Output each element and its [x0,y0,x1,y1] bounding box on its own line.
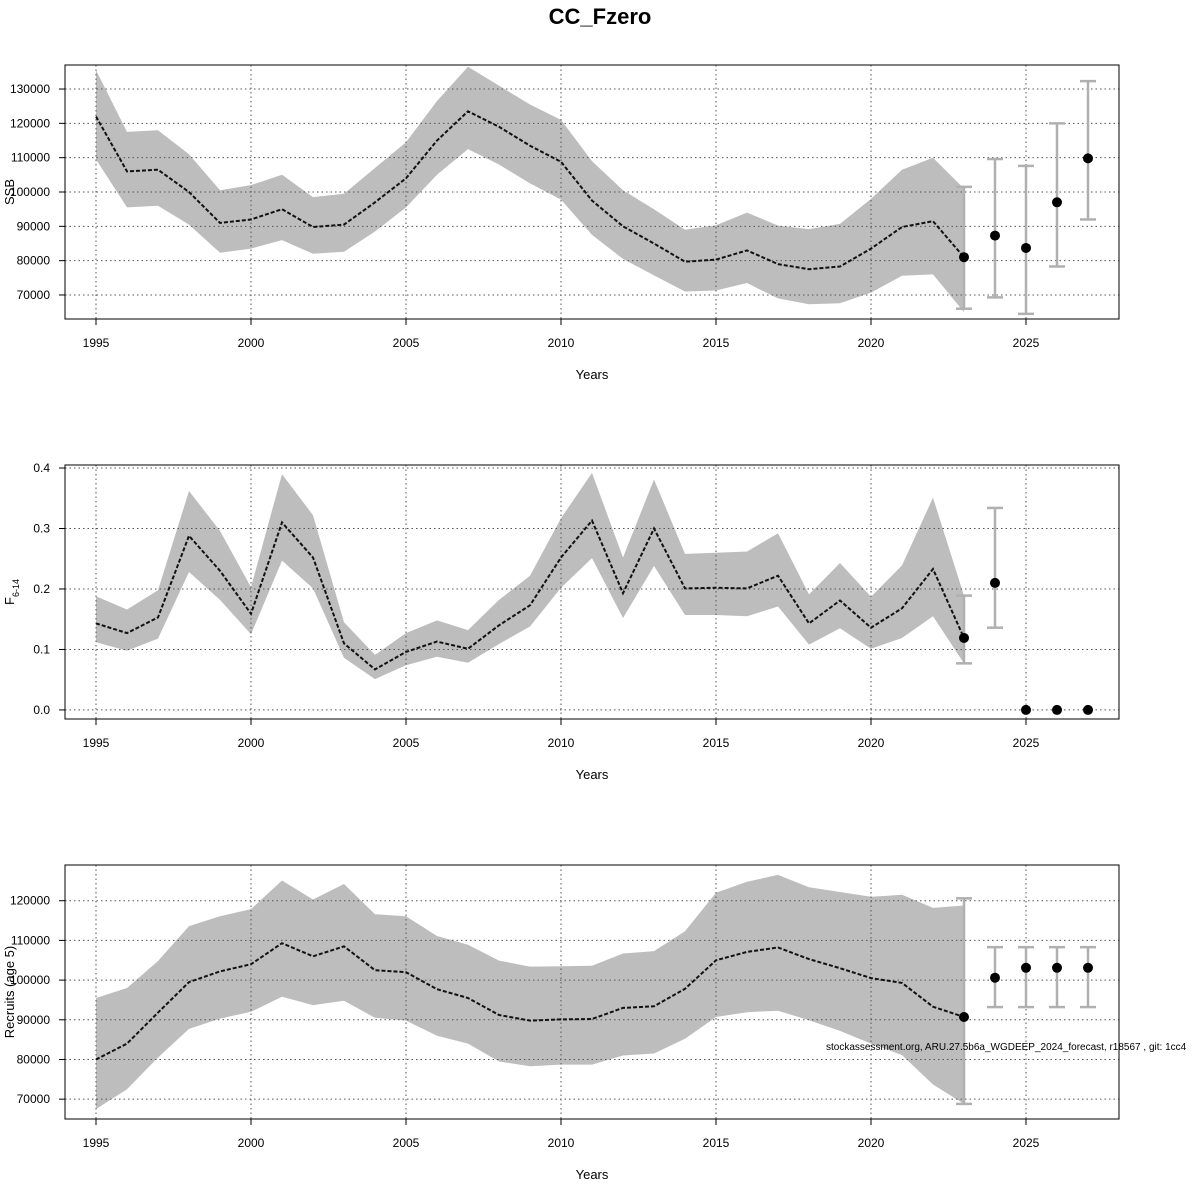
x-tick-label: 1995 [83,1136,110,1150]
y-tick-label: 0.4 [33,461,50,475]
y-tick-label: 70000 [17,288,51,302]
y-tick-label: 110000 [11,151,50,165]
x-tick-label: 2020 [858,736,885,750]
x-tick-label: 2005 [393,336,420,350]
x-tick-label: 1995 [83,736,110,750]
x-axis-title: Years [576,767,609,782]
confidence-band [96,66,964,313]
figure-title: CC_Fzero [548,4,652,29]
x-tick-label: 2000 [238,336,265,350]
x-axis-title: Years [576,1167,609,1182]
x-axis-title: Years [576,367,609,382]
y-tick-label: 100000 [10,973,50,987]
footnote-text: stockassessment.org, ARU.27.5b6a_WGDEEP_… [826,1042,1187,1053]
x-tick-label: 2025 [1013,1136,1040,1150]
y-tick-label: 90000 [17,1013,51,1027]
estimate-line [95,518,965,671]
y-tick-label: 100000 [10,185,50,199]
x-tick-label: 2020 [858,336,885,350]
forecast-point [1021,242,1031,253]
y-tick-label: 120000 [10,894,50,908]
y-tick-label: 90000 [17,219,51,233]
x-tick-label: 2020 [858,1136,885,1150]
x-tick-label: 2025 [1013,736,1040,750]
plot-frame [64,464,1120,720]
y-tick-label: 110000 [11,933,50,947]
x-tick-label: 2000 [238,736,265,750]
x-tick-label: 2010 [548,1136,575,1150]
forecast-point [1021,962,1031,973]
forecast-point [959,252,969,263]
x-tick-label: 2015 [703,336,730,350]
x-tick-label: 2010 [548,336,575,350]
forecast-point [1021,704,1031,715]
forecast-point [1083,704,1093,715]
f-panel: 1995 2000 2005 2010 2015 2020 2025 0.0 0.1 0.2 0.3… [2,461,1120,782]
x-tick-label: 2015 [703,736,730,750]
x-tick-label: 2010 [548,736,575,750]
y-axis-title-subscript: 6-14 [11,579,21,597]
forecast-point [1052,197,1062,208]
y-axis-title: F6-14 [2,579,21,605]
y-tick-label: 120000 [10,116,50,130]
y-axis-title: SSB [2,179,17,205]
forecast-point [1083,962,1093,973]
forecast-point [990,230,1000,241]
x-tick-label: 2005 [393,736,420,750]
y-tick-label: 0.1 [33,642,50,656]
estimate-line [95,942,965,1061]
y-axis-title: Recruits (age 5) [2,946,17,1038]
confidence-band [96,472,964,680]
forecast-point [1083,153,1093,164]
x-tick-label: 2015 [703,1136,730,1150]
y-tick-label: 0.0 [33,703,50,717]
y-tick-label: 70000 [17,1092,51,1106]
forecast-point [959,1012,969,1023]
forecast-point [990,577,1000,588]
recruits-panel: 1995 2000 2005 2010 2015 2020 2025 70000 80000 90… [2,864,1120,1182]
y-tick-label: 130000 [10,82,50,96]
forecast-point [990,972,1000,983]
x-tick-label: 1995 [83,336,110,350]
forecast-point [1052,962,1062,973]
x-tick-label: 2000 [238,1136,265,1150]
ssb-panel: 1995 2000 2005 2010 2015 2020 2025 70000 80000 90… [2,64,1120,382]
plot-frame [64,864,1120,1120]
y-tick-label: 80000 [17,254,51,268]
x-tick-label: 2005 [393,1136,420,1150]
y-tick-label: 0.2 [33,582,50,596]
confidence-band [96,874,964,1110]
y-tick-label: 80000 [17,1052,51,1066]
forecast-point [959,632,969,643]
y-tick-label: 0.3 [33,522,50,536]
x-tick-label: 2025 [1013,336,1040,350]
estimate-line [95,110,965,271]
forecast-point [1052,704,1062,715]
